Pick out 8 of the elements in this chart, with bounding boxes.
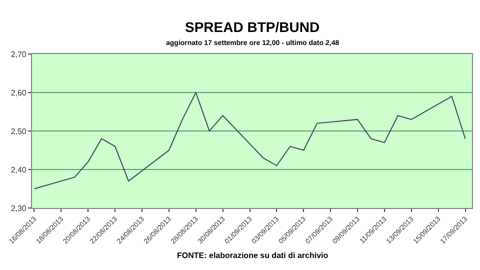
y-tick-label: 2,60 bbox=[10, 88, 27, 98]
y-tick-label: 2,50 bbox=[10, 126, 27, 136]
y-tick-label: 2,40 bbox=[10, 165, 27, 174]
source-note: FONTE: elaborazione su dati di archivio bbox=[177, 251, 328, 260]
chart-title: SPREAD BTP/BUND bbox=[185, 19, 320, 35]
line-series bbox=[34, 92, 466, 190]
y-tick-label: 2,30 bbox=[10, 204, 27, 213]
y-tick-label: 2,70 bbox=[10, 50, 27, 59]
